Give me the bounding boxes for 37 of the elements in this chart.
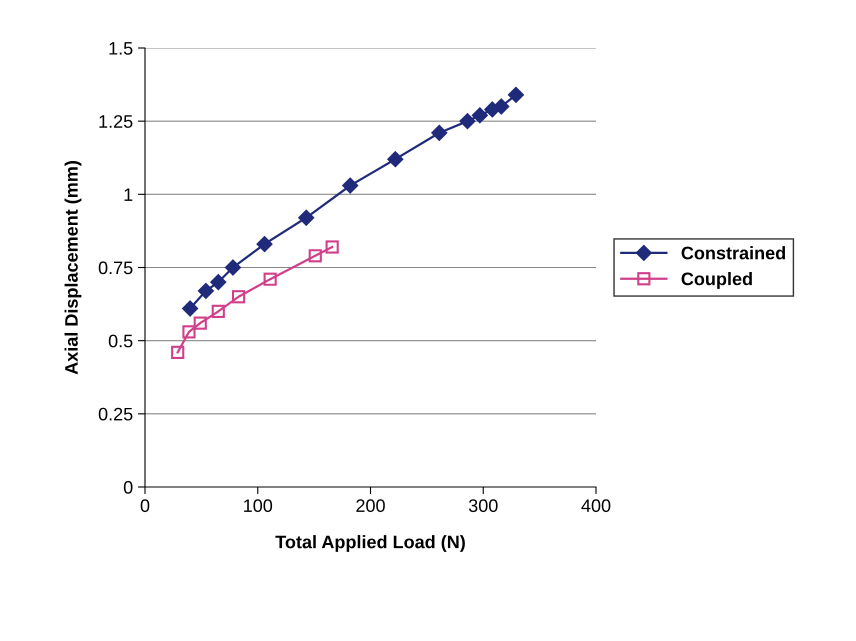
- x-tick-label: 400: [581, 499, 610, 512]
- y-tick-label: 1.25: [99, 115, 132, 128]
- point: [493, 98, 510, 114]
- point: [308, 249, 322, 262]
- point: [198, 282, 214, 299]
- point: [298, 210, 314, 226]
- point: [460, 113, 476, 130]
- point: [472, 107, 488, 124]
- x-axis-title: Total Applied Load (N): [275, 535, 465, 552]
- x-tick-label: 300: [468, 499, 498, 512]
- y-tick-label: 0.75: [98, 261, 132, 274]
- point: [225, 260, 241, 276]
- legend-label: Coupled: [682, 272, 752, 289]
- y-tick-label: 0.5: [108, 334, 132, 348]
- point: [210, 274, 226, 290]
- y-tick-label: 1: [124, 188, 132, 201]
- point: [326, 240, 339, 254]
- point: [508, 86, 524, 103]
- point: [431, 124, 448, 141]
- point: [182, 300, 198, 316]
- y-tick-label: 1.5: [109, 42, 132, 55]
- point: [387, 151, 404, 168]
- x-tick-label: 200: [356, 499, 385, 512]
- point: [256, 236, 272, 252]
- point: [264, 272, 277, 286]
- point: [194, 316, 207, 330]
- point: [342, 178, 358, 194]
- legend-label: Constrained: [682, 246, 785, 260]
- y-axis-title: Axial Displacement (mm): [64, 161, 82, 374]
- point: [171, 346, 184, 359]
- x-tick-label: 0: [140, 499, 150, 512]
- y-tick-label: 0.25: [98, 408, 132, 421]
- point: [182, 325, 196, 338]
- point: [212, 304, 225, 318]
- x-tick-label: 100: [244, 499, 272, 512]
- point: [232, 290, 246, 304]
- y-tick-label: 0: [124, 480, 132, 494]
